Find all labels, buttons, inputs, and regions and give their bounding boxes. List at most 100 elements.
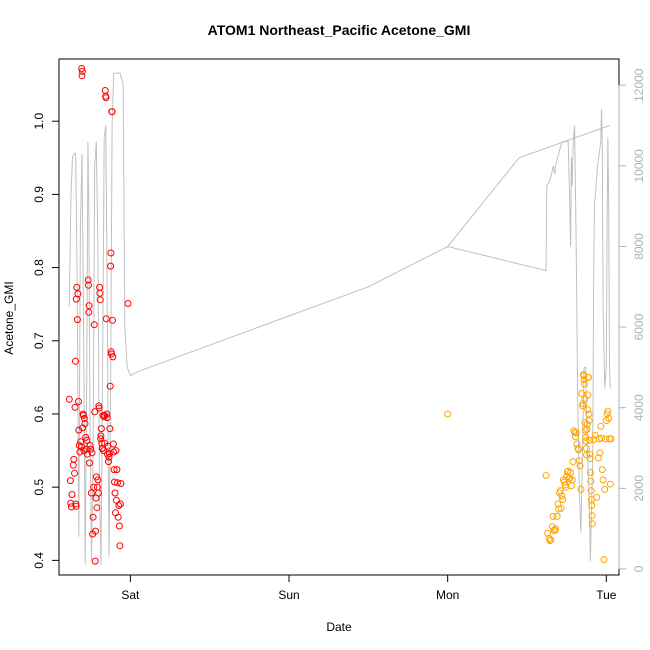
data-point — [111, 478, 118, 486]
data-point — [108, 108, 116, 116]
data-point — [598, 434, 605, 442]
y-tick-label: 1.0 — [32, 113, 46, 130]
data-point — [583, 420, 591, 428]
data-point — [547, 536, 555, 544]
data-point — [107, 262, 115, 270]
data-point — [97, 425, 105, 433]
y-axis-left: 0.4 0.5 0.6 0.7 0.8 0.9 1.0 — [32, 113, 60, 569]
chart-title: ATOM1 Northeast_Pacific Acetone_GMI — [208, 22, 471, 38]
data-point — [66, 477, 74, 485]
data-point — [585, 417, 593, 425]
data-point — [583, 425, 591, 433]
data-point — [114, 513, 122, 521]
data-point — [605, 414, 613, 422]
data-point — [85, 308, 93, 316]
data-point — [593, 493, 601, 501]
data-point — [587, 487, 595, 495]
data-point — [70, 455, 78, 463]
data-point — [101, 87, 109, 94]
y2-tick-label: 0 — [632, 565, 646, 572]
data-point — [85, 281, 92, 289]
data-point — [571, 433, 579, 441]
data-point — [76, 448, 84, 456]
data-point — [75, 398, 82, 405]
data-point — [586, 436, 593, 444]
data-point — [588, 520, 596, 528]
data-point — [82, 445, 90, 453]
data-point — [112, 509, 119, 517]
data-point — [115, 502, 123, 509]
data-point — [549, 512, 557, 520]
data-point — [580, 376, 588, 384]
data-point — [567, 469, 575, 476]
data-point — [93, 504, 101, 512]
data-point — [91, 408, 99, 416]
y2-tick-label: 10000 — [632, 149, 646, 183]
data-point — [102, 315, 110, 323]
data-point — [81, 420, 89, 427]
data-point — [88, 449, 96, 457]
data-point — [86, 459, 93, 467]
data-point — [97, 432, 105, 440]
data-point — [586, 450, 594, 458]
data-point — [103, 410, 111, 418]
x-tick-label: Mon — [436, 588, 459, 602]
data-point — [558, 492, 566, 500]
data-point — [87, 489, 95, 497]
data-point — [601, 485, 609, 493]
data-point — [78, 72, 86, 80]
data-point — [84, 276, 92, 284]
data-point — [114, 479, 121, 487]
data-point — [575, 457, 583, 465]
data-point — [567, 482, 575, 490]
data-point — [559, 496, 567, 504]
data-point — [602, 417, 610, 425]
x-tick-label: Tue — [596, 588, 617, 602]
data-point — [85, 302, 93, 310]
data-point — [117, 480, 125, 487]
data-point — [563, 468, 571, 476]
y-tick-label: 0.6 — [32, 405, 46, 422]
data-point — [90, 483, 98, 491]
data-point — [579, 400, 587, 408]
data-point — [576, 462, 584, 470]
data-point — [584, 406, 592, 414]
data-point — [585, 373, 592, 381]
data-point — [78, 67, 86, 75]
data-point — [553, 512, 561, 520]
data-point — [109, 440, 117, 448]
data-point — [596, 449, 604, 457]
x-axis: Sat Sun Mon Tue — [121, 574, 617, 602]
y-tick-label: 0.4 — [32, 552, 46, 569]
data-point — [73, 316, 81, 324]
data-point — [109, 353, 117, 361]
plot-frame — [58, 58, 620, 576]
data-point — [557, 504, 565, 512]
data-point — [72, 357, 79, 365]
data-point — [599, 476, 607, 484]
data-point — [604, 407, 612, 415]
data-point — [116, 542, 124, 550]
data-point — [606, 480, 614, 488]
y-tick-label: 0.7 — [32, 332, 46, 349]
data-point — [569, 458, 577, 466]
data-point — [586, 469, 594, 476]
y2-tick-label: 12000 — [632, 68, 646, 102]
y-tick-label: 0.9 — [32, 186, 46, 203]
y2-tick-label: 6000 — [632, 313, 646, 340]
data-point — [577, 485, 585, 493]
data-point — [111, 489, 119, 497]
data-point — [106, 425, 114, 433]
data-point — [90, 321, 98, 329]
data-point — [98, 439, 106, 447]
data-point — [109, 316, 116, 324]
x-tick-label: Sat — [121, 588, 140, 602]
data-point — [79, 411, 87, 419]
data-point — [587, 477, 595, 485]
data-point — [80, 414, 88, 422]
data-point — [69, 461, 77, 469]
data-point — [112, 447, 120, 455]
data-point — [124, 300, 132, 307]
data-point — [588, 512, 596, 520]
data-point — [588, 502, 596, 509]
